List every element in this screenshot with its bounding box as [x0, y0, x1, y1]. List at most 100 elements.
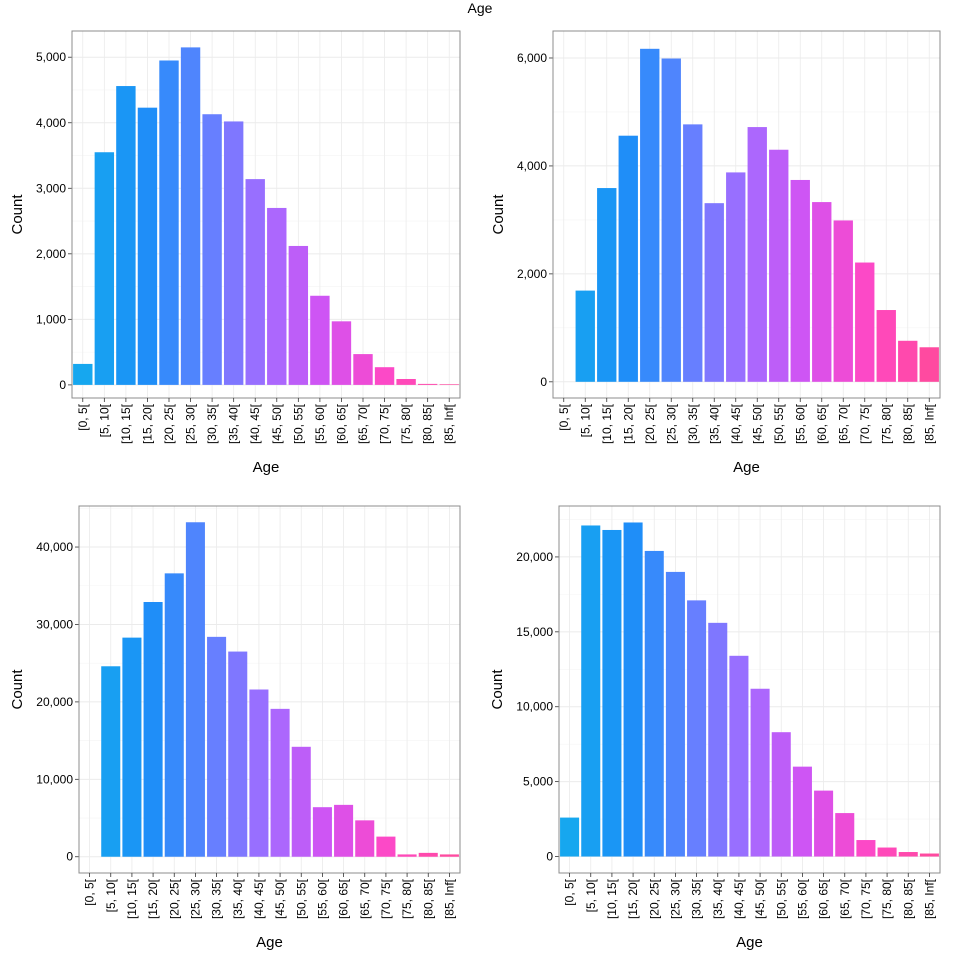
x-tick-label: [30, 35[: [690, 878, 704, 919]
chart-panel-4: 0 5,000 10,000 15,000 20,000 [0, 5[[5, 10[[10…: [489, 505, 941, 951]
x-tick-label: [80, 85[: [421, 878, 435, 919]
chart-panel-3: 0 10,000 20,000 30,000 40,000 [0, 5[[5, 10[[1…: [9, 505, 461, 951]
bar-60-65: [814, 790, 834, 857]
x-tick-label: [20, 25[: [167, 878, 181, 919]
y-tick-label: 30,000: [36, 617, 73, 631]
plot-background: [72, 31, 460, 398]
x-tick-label: [65, 70[: [838, 878, 852, 919]
bar-85-Inf: [919, 853, 939, 857]
x-tick-label: [15, 20[: [626, 878, 640, 919]
x-tick-label: [25, 30[: [184, 403, 198, 444]
chart-panel-1: 0 1,000 2,000 3,000 4,000 5,000 [0, 5[[5, 10[[…: [9, 30, 461, 476]
bar-55-60: [312, 807, 332, 857]
bar-30-35: [683, 124, 703, 382]
x-tick-label: [50, 55[: [774, 878, 788, 919]
y-axis-title: Count: [489, 669, 506, 710]
x-tick-label: [15, 20[: [621, 403, 635, 444]
bar-20-25: [640, 48, 660, 382]
bar-45-50: [750, 688, 770, 857]
bar-20-25: [644, 550, 664, 857]
bar-25-30: [661, 58, 681, 382]
x-tick-label: [50, 55[: [294, 878, 308, 919]
x-tick-label: [50, 55[: [772, 403, 786, 444]
x-tick-label: [65, 70[: [356, 403, 370, 444]
bar-5-10: [94, 152, 115, 385]
bar-30-35: [202, 114, 222, 385]
y-tick-label: 10,000: [36, 772, 73, 786]
x-axis-title: Age: [736, 934, 763, 951]
x-tick-label: [45, 50[: [270, 403, 284, 444]
bar-85-Inf: [919, 347, 939, 382]
y-tick-label: 15,000: [516, 625, 553, 639]
x-tick-label: [25, 30[: [668, 878, 682, 919]
panel-border: [558, 505, 941, 874]
y-tick-label: 0: [546, 850, 553, 864]
bar-75-80: [877, 847, 897, 857]
x-tick-label: [60, 65[: [337, 878, 351, 919]
x-tick-label: [30, 35[: [210, 878, 224, 919]
y-tick-label: 6,000: [517, 51, 547, 65]
y-tick-label: 20,000: [36, 695, 73, 709]
x-tick-label: [15, 20[: [140, 403, 154, 444]
chart-panel-2: 0 2,000 4,000 6,000 [0, 5[[5, 10[[10, 15[[15…: [490, 30, 941, 476]
y-tick-label: 5,000: [36, 50, 66, 64]
x-tick-label: [10, 15[: [125, 878, 139, 919]
bar-60-65: [331, 321, 352, 385]
panel-border: [71, 30, 461, 399]
bar-75-80: [876, 310, 896, 382]
x-tick-label: [75, 80[: [880, 878, 894, 919]
y-tick-label: 1,000: [36, 312, 66, 326]
x-tick-label: [35, 40[: [227, 403, 241, 444]
x-tick-label: [55, 60[: [313, 403, 327, 444]
bar-0-5: [560, 817, 580, 857]
bar-85-Inf: [439, 854, 459, 857]
x-tick-label: [35, 40[: [231, 878, 245, 919]
x-tick-label: [55, 60[: [795, 878, 809, 919]
bar-80-85: [898, 852, 918, 857]
y-tick-label: 20,000: [516, 550, 553, 564]
bar-25-30: [185, 522, 205, 857]
bar-70-75: [376, 836, 396, 857]
x-tick-label: [65, 70[: [358, 878, 372, 919]
bar-55-60: [310, 295, 330, 385]
bar-20-25: [164, 573, 184, 857]
x-tick-label: [55, 60[: [315, 878, 329, 919]
x-tick-label: [45, 50[: [273, 878, 287, 919]
bar-45-50: [270, 708, 290, 857]
bar-45-50: [267, 207, 287, 385]
y-tick-label: 2,000: [517, 267, 547, 281]
bar-70-75: [374, 367, 395, 385]
x-tick-label: [5, 10[: [97, 403, 111, 437]
bar-50-55: [771, 732, 791, 857]
x-tick-label: [60, 65[: [817, 878, 831, 919]
bar-5-10: [101, 666, 121, 857]
x-tick-label: [35, 40[: [711, 878, 725, 919]
x-tick-label: [20, 25[: [647, 878, 661, 919]
x-tick-label: [40, 45[: [252, 878, 266, 919]
x-tick-label: [85, Inf[: [442, 878, 456, 919]
bar-25-30: [180, 47, 201, 385]
y-tick-label: 4,000: [517, 159, 547, 173]
bar-35-40: [704, 203, 724, 382]
x-tick-label: [25, 30[: [188, 878, 202, 919]
x-tick-label: [30, 35[: [205, 403, 219, 444]
bar-50-55: [769, 149, 789, 382]
y-tick-label: 0: [59, 378, 66, 392]
bar-60-65: [812, 202, 832, 382]
x-tick-label: [40, 45[: [732, 878, 746, 919]
x-tick-label: [10, 15[: [600, 403, 614, 444]
x-tick-label: [80, 85[: [421, 403, 435, 444]
x-tick-label: [5, 10[: [104, 878, 118, 912]
bar-80-85: [898, 340, 918, 382]
bar-55-60: [790, 179, 810, 382]
x-tick-label: [45, 50[: [753, 878, 767, 919]
y-tick-label: 3,000: [36, 181, 66, 195]
y-tick-label: 5,000: [523, 775, 553, 789]
bar-35-40: [228, 651, 248, 857]
bar-65-70: [353, 354, 373, 385]
x-tick-label: [15, 20[: [146, 878, 160, 919]
bar-10-15: [597, 188, 617, 382]
figure-title: Age: [467, 0, 493, 16]
bar-80-85: [417, 383, 438, 385]
